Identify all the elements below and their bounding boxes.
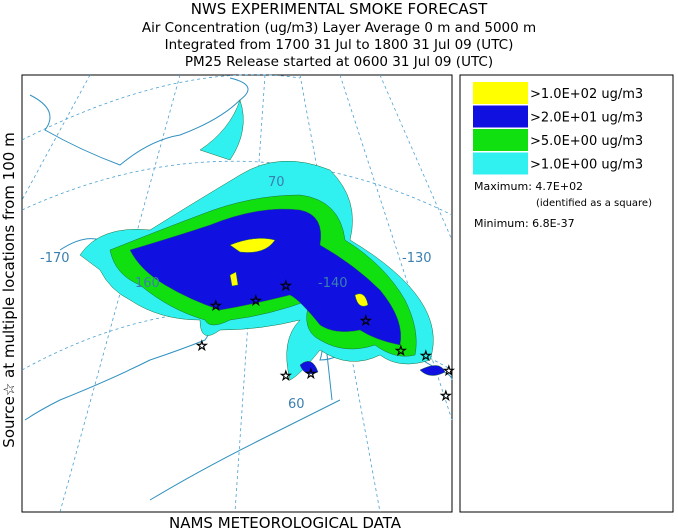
concentration-area bbox=[199, 99, 244, 161]
graticule-label: 160 bbox=[135, 276, 160, 291]
footer: NAMS METEOROLOGICAL DATA bbox=[169, 514, 402, 532]
svg-text:☆: ☆ bbox=[440, 389, 452, 404]
svg-text:☆: ☆ bbox=[395, 344, 407, 359]
concentration-area bbox=[229, 238, 276, 253]
legend-label: >5.0E+00 ug/m3 bbox=[530, 134, 643, 149]
svg-text:☆: ☆ bbox=[280, 279, 292, 294]
source-markers: ☆ ☆ ☆ ☆ ☆ ☆ ☆ ☆ ☆ ☆ ☆ bbox=[196, 279, 455, 405]
legend-label: >1.0E+02 ug/m3 bbox=[530, 87, 643, 102]
svg-text:☆: ☆ bbox=[305, 367, 317, 382]
svg-text:☆: ☆ bbox=[443, 364, 455, 379]
svg-text:☆: ☆ bbox=[280, 369, 292, 384]
legend-label: >1.0E+00 ug/m3 bbox=[530, 158, 643, 173]
concentration-area bbox=[129, 208, 402, 346]
legend-swatch bbox=[473, 152, 528, 175]
svg-text:☆: ☆ bbox=[196, 339, 208, 354]
graticule-label: -140 bbox=[318, 276, 348, 291]
subtitle: PM25 Release started at 0600 31 Jul 09 (… bbox=[184, 54, 494, 70]
graticule-label: -130 bbox=[402, 251, 432, 266]
graticule-label: 60 bbox=[288, 397, 305, 412]
svg-text:☆: ☆ bbox=[420, 349, 432, 364]
plume bbox=[79, 99, 446, 381]
maximum: Maximum: 4.7E+02 bbox=[474, 180, 583, 193]
legend-swatch bbox=[473, 105, 528, 128]
legend-swatch bbox=[473, 82, 528, 104]
graticule-label: 70 bbox=[268, 175, 285, 190]
minimum: Minimum: 6.8E-37 bbox=[474, 217, 575, 230]
concentration-area bbox=[299, 361, 319, 375]
concentration-area bbox=[229, 271, 239, 287]
title: NWS EXPERIMENTAL SMOKE FORECAST bbox=[190, 0, 488, 18]
legend-label: >2.0E+01 ug/m3 bbox=[530, 111, 643, 126]
subtitle: Air Concentration (ug/m3) Layer Average … bbox=[141, 20, 537, 36]
svg-text:☆: ☆ bbox=[250, 294, 262, 309]
side-label: Source☆ at multiple locations from 100 m bbox=[0, 132, 18, 447]
svg-text:☆: ☆ bbox=[210, 299, 222, 314]
concentration-area bbox=[354, 293, 369, 307]
legend-swatch bbox=[473, 129, 528, 151]
subtitle: Integrated from 1700 31 Jul to 1800 31 J… bbox=[164, 37, 514, 53]
legend: >1.0E+02 ug/m3 >2.0E+01 ug/m3 >5.0E+00 ug/… bbox=[473, 82, 643, 175]
graticule-label: -170 bbox=[40, 251, 70, 266]
svg-text:☆: ☆ bbox=[360, 314, 372, 329]
concentration-area bbox=[419, 365, 446, 376]
maximum-note: (identified as a square) bbox=[536, 198, 652, 209]
